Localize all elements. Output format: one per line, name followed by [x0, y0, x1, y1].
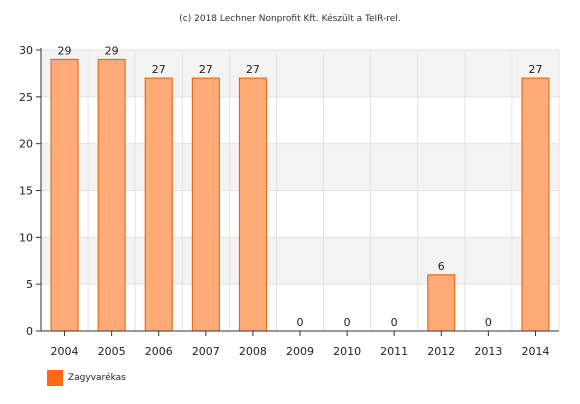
y-tick-label: 5: [26, 278, 33, 291]
x-tick-label: 2010: [333, 345, 361, 358]
legend: Zagyvarékas: [47, 370, 126, 386]
bar-value-label: 29: [58, 44, 72, 57]
bar-value-label: 29: [105, 44, 119, 57]
bar-value-label: 0: [391, 316, 398, 329]
legend-swatch: [47, 370, 63, 386]
bar: [427, 274, 456, 332]
bar-value-label: 27: [199, 63, 213, 76]
bar: [97, 58, 126, 332]
bar-value-label: 27: [246, 63, 260, 76]
grid-band: [41, 50, 559, 97]
bar: [521, 77, 550, 332]
bar-value-label: 6: [438, 260, 445, 273]
y-tick-label: 0: [26, 325, 33, 338]
y-tick-label: 30: [19, 44, 33, 57]
y-tick-label: 20: [19, 138, 33, 151]
x-tick-label: 2008: [239, 345, 267, 358]
x-tick-label: 2012: [427, 345, 455, 358]
x-tick-label: 2009: [286, 345, 314, 358]
x-tick-label: 2013: [474, 345, 502, 358]
bar: [50, 58, 79, 332]
bar-value-label: 0: [485, 316, 492, 329]
bar: [144, 77, 173, 332]
grid-band: [41, 237, 559, 285]
x-tick-label: 2007: [192, 345, 220, 358]
x-tick-label: 2011: [380, 345, 408, 358]
bar: [191, 77, 220, 332]
bar-value-label: 0: [344, 316, 351, 329]
x-tick-label: 2005: [98, 345, 126, 358]
grid-band: [41, 143, 559, 191]
bar-value-label: 0: [297, 316, 304, 329]
chart-credit: (c) 2018 Lechner Nonprofit Kft. Készült …: [179, 14, 401, 24]
x-tick-label: 2004: [51, 345, 79, 358]
y-tick-label: 15: [19, 185, 33, 198]
bar-value-label: 27: [528, 63, 542, 76]
bar-value-label: 27: [152, 63, 166, 76]
y-tick-label: 25: [19, 91, 33, 104]
legend-label: Zagyvarékas: [68, 373, 126, 383]
x-tick-label: 2014: [521, 345, 549, 358]
bar: [238, 77, 267, 332]
y-tick-label: 10: [19, 231, 33, 244]
x-tick-label: 2006: [145, 345, 173, 358]
